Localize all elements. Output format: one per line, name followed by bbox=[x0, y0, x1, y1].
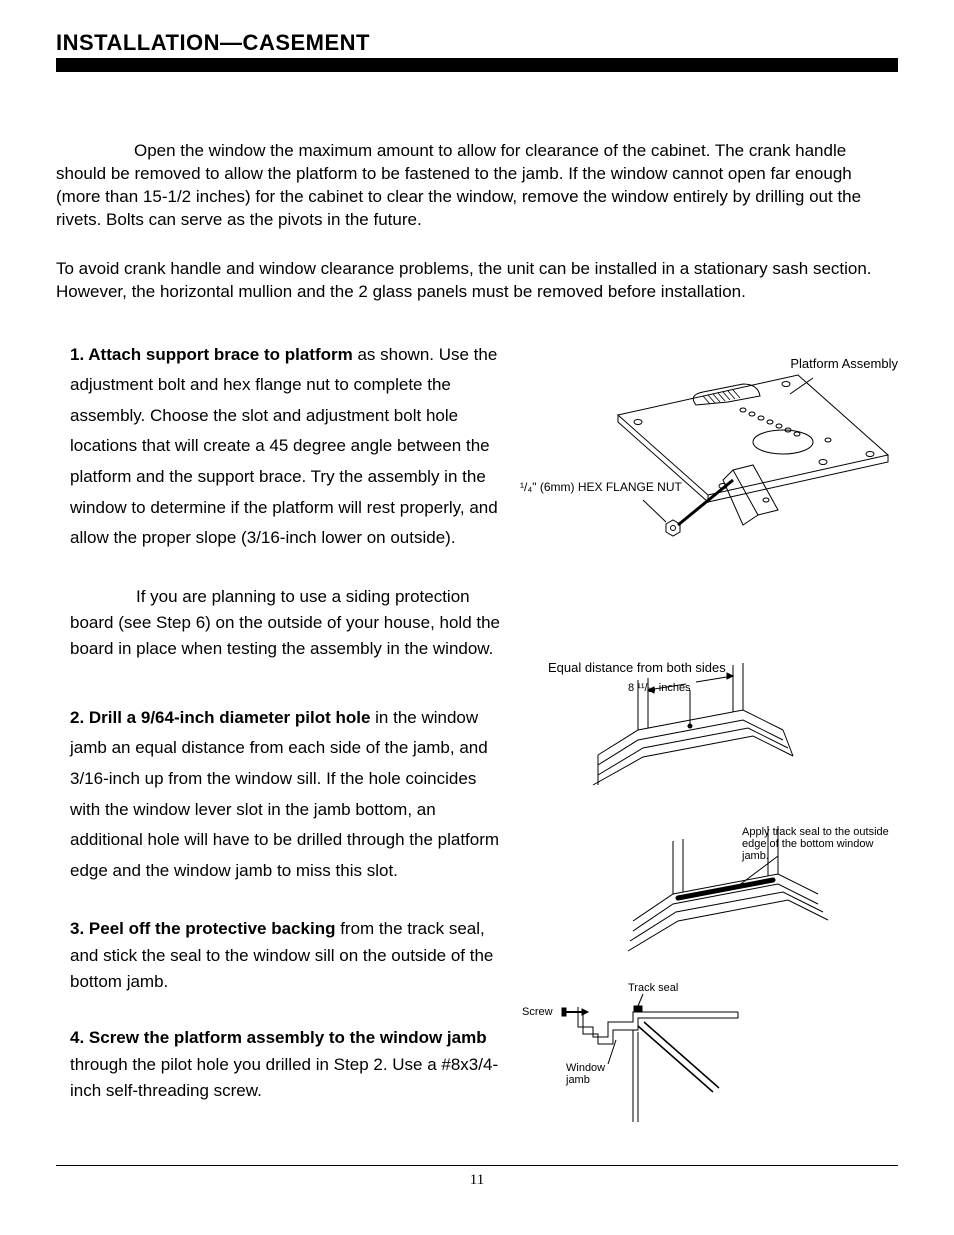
step-1-bold: 1. Attach support brace to platform bbox=[70, 345, 353, 364]
fig2-title: Equal distance from both sides bbox=[548, 660, 726, 675]
step-1-text: as shown. Use the adjustment bolt and he… bbox=[70, 345, 498, 548]
step-2-text: in the window jamb an equal distance fro… bbox=[70, 708, 499, 880]
figure-track-seal: Apply track seal to the outside edge of … bbox=[528, 826, 898, 976]
fig1-label-nut: ¹/₄" (6mm) HEX FLANGE NUT bbox=[520, 480, 682, 494]
fig3-label: Apply track seal to the outside edge of … bbox=[742, 826, 892, 862]
step-1-note: If you are planning to use a siding prot… bbox=[56, 584, 508, 663]
figure-platform-assembly: Platform Assembly ¹/₄" (6mm) HEX FLANGE … bbox=[528, 350, 898, 570]
intro-text-1: Open the window the maximum amount to al… bbox=[56, 141, 861, 229]
page: INSTALLATION—CASEMENT Open the window th… bbox=[0, 0, 954, 1235]
step-1: 1. Attach support brace to platform as s… bbox=[56, 340, 508, 554]
fig2-dim: 8 ¹¹/₁₆ inches bbox=[628, 682, 691, 694]
intro-paragraph-2: To avoid crank handle and window clearan… bbox=[56, 258, 898, 304]
step-4-bold: 4. Screw the platform assembly to the wi… bbox=[70, 1028, 487, 1047]
left-column: 1. Attach support brace to platform as s… bbox=[56, 340, 508, 1142]
screw-jamb-icon bbox=[538, 982, 758, 1132]
step-4-text: through the pilot hole you drilled in St… bbox=[70, 1055, 498, 1100]
fig1-label-platform: Platform Assembly bbox=[790, 356, 898, 371]
figure-screw-jamb: Track seal Screw Window jamb bbox=[528, 982, 898, 1142]
platform-assembly-icon bbox=[528, 350, 898, 570]
page-title: INSTALLATION—CASEMENT bbox=[56, 30, 898, 56]
step-3: 3. Peel off the protective backing from … bbox=[56, 916, 508, 995]
step-2-bold: 2. Drill a 9/64-inch diameter pilot hole bbox=[70, 708, 370, 727]
fig4-label-track: Track seal bbox=[628, 982, 678, 994]
columns: 1. Attach support brace to platform as s… bbox=[56, 340, 898, 1142]
equal-distance-icon bbox=[568, 660, 828, 810]
right-column: Platform Assembly ¹/₄" (6mm) HEX FLANGE … bbox=[528, 340, 898, 1142]
step-3-bold: 3. Peel off the protective backing bbox=[70, 919, 335, 938]
intro-paragraph-1: Open the window the maximum amount to al… bbox=[56, 140, 898, 232]
page-footer: 11 bbox=[56, 1165, 898, 1189]
step-1-note-text: If you are planning to use a siding prot… bbox=[70, 587, 500, 659]
header-bar bbox=[56, 58, 898, 72]
fig4-label-screw: Screw bbox=[522, 1006, 553, 1018]
step-2: 2. Drill a 9/64-inch diameter pilot hole… bbox=[56, 703, 508, 887]
fig4-label-jamb: Window jamb bbox=[566, 1062, 616, 1086]
figure-equal-distance: Equal distance from both sides 8 ¹¹/₁₆ i… bbox=[528, 660, 898, 820]
page-number: 11 bbox=[470, 1172, 484, 1188]
step-4: 4. Screw the platform assembly to the wi… bbox=[56, 1025, 508, 1104]
